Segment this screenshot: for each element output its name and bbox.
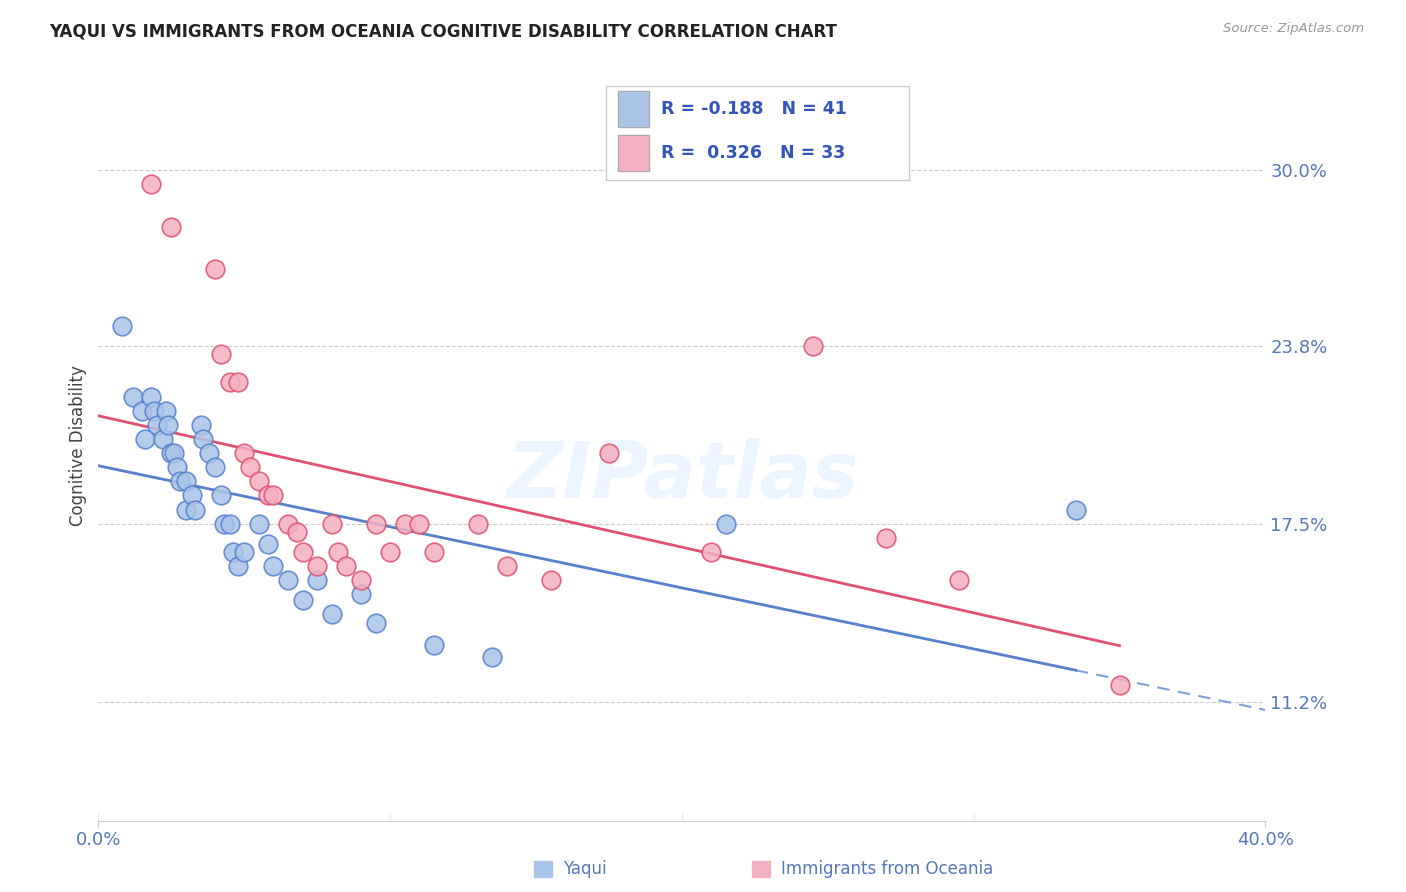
Point: [875, 531, 897, 545]
Point: [204, 262, 226, 277]
Text: Source: ZipAtlas.com: Source: ZipAtlas.com: [1223, 22, 1364, 36]
Point: [190, 417, 212, 432]
Point: [423, 545, 446, 559]
Point: [277, 574, 299, 588]
Point: [335, 559, 357, 574]
Point: [364, 516, 387, 531]
Point: [1108, 678, 1130, 692]
Point: [423, 638, 446, 652]
Point: [218, 516, 240, 531]
Point: [408, 516, 430, 531]
Point: [496, 559, 519, 574]
Point: [228, 559, 250, 574]
Point: [134, 432, 156, 446]
Point: [540, 574, 562, 588]
Point: [111, 318, 134, 333]
Point: [221, 545, 243, 559]
Point: [146, 417, 169, 432]
Point: [307, 559, 329, 574]
Point: [285, 525, 308, 540]
Text: Yaqui: Yaqui: [564, 860, 607, 878]
Point: [212, 516, 235, 531]
Point: [155, 403, 177, 417]
Point: [256, 536, 278, 550]
Point: [350, 574, 373, 588]
Point: [218, 376, 240, 390]
Point: [307, 574, 329, 588]
Point: [350, 587, 373, 601]
Point: [204, 460, 226, 475]
Point: [157, 417, 180, 432]
Point: [321, 607, 343, 622]
Point: [180, 488, 202, 502]
Y-axis label: Cognitive Disability: Cognitive Disability: [69, 366, 87, 526]
Point: [139, 390, 162, 404]
Point: [166, 460, 188, 475]
Point: [262, 559, 284, 574]
Point: [256, 488, 278, 502]
Point: [948, 574, 970, 588]
Point: [160, 219, 183, 234]
Point: [481, 649, 503, 664]
Point: [291, 593, 314, 607]
Point: [277, 516, 299, 531]
Point: [169, 475, 191, 489]
Point: [198, 446, 221, 460]
Point: [321, 516, 343, 531]
Text: ZIPatlas: ZIPatlas: [506, 438, 858, 514]
Point: [174, 475, 197, 489]
Point: [326, 545, 349, 559]
Point: [209, 347, 232, 361]
Point: [467, 516, 489, 531]
Point: [233, 545, 256, 559]
Point: [193, 432, 215, 446]
Point: [291, 545, 314, 559]
Point: [228, 376, 250, 390]
Point: [700, 545, 723, 559]
Point: [714, 516, 737, 531]
Point: [163, 446, 186, 460]
Text: YAQUI VS IMMIGRANTS FROM OCEANIA COGNITIVE DISABILITY CORRELATION CHART: YAQUI VS IMMIGRANTS FROM OCEANIA COGNITI…: [49, 22, 837, 40]
Point: [209, 488, 232, 502]
Point: [174, 502, 197, 516]
Point: [380, 545, 402, 559]
Point: [142, 403, 165, 417]
Point: [364, 615, 387, 630]
Point: [233, 446, 256, 460]
Point: [139, 178, 162, 192]
Point: [394, 516, 416, 531]
Point: [598, 446, 620, 460]
Point: [152, 432, 174, 446]
Point: [247, 475, 270, 489]
Point: [131, 403, 153, 417]
Point: [247, 516, 270, 531]
Point: [160, 446, 183, 460]
Point: [183, 502, 205, 516]
Point: [122, 390, 145, 404]
Point: [1064, 502, 1087, 516]
Text: Immigrants from Oceania: Immigrants from Oceania: [782, 860, 994, 878]
Point: [262, 488, 284, 502]
Point: [801, 338, 824, 352]
Point: [239, 460, 262, 475]
